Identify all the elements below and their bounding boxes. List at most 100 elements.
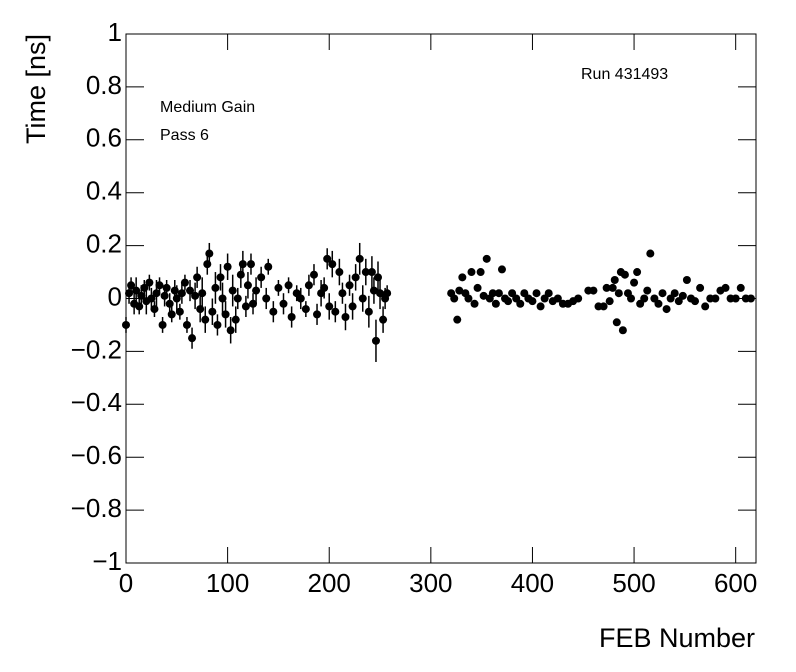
data-point (488, 289, 497, 298)
data-point (196, 305, 205, 314)
x-tick-label: 200 (308, 568, 351, 598)
data-point (177, 289, 186, 298)
data-point (633, 268, 642, 277)
data-point (127, 281, 136, 290)
data-point (599, 302, 608, 311)
data-point (301, 305, 310, 314)
data-point (313, 310, 322, 319)
data-point (544, 289, 553, 298)
y-tick-label: 1 (108, 17, 122, 47)
data-point (175, 307, 184, 316)
data-point (643, 286, 652, 295)
data-point (284, 281, 293, 290)
data-point (198, 289, 207, 298)
data-point (746, 294, 755, 303)
x-tick-label: 400 (511, 568, 554, 598)
data-point (182, 320, 191, 329)
data-point (145, 278, 154, 287)
data-point (497, 265, 506, 274)
data-point (691, 297, 700, 306)
data-point (191, 291, 200, 300)
data-point (491, 299, 500, 308)
data-point (155, 281, 164, 290)
data-point (479, 291, 488, 300)
data-point (383, 289, 392, 298)
data-point (170, 286, 179, 295)
data-point (528, 297, 537, 306)
data-point (654, 299, 663, 308)
data-point (476, 268, 485, 277)
data-point (696, 283, 705, 292)
y-tick-label: −0.2 (71, 334, 122, 364)
data-point (504, 297, 513, 306)
data-point (125, 289, 134, 298)
data-point (369, 286, 378, 295)
data-point (345, 281, 354, 290)
data-point (473, 283, 482, 292)
data-point (221, 310, 230, 319)
data-point (335, 268, 344, 277)
y-tick-label: 0.8 (86, 70, 122, 100)
data-point (274, 283, 283, 292)
data-point (320, 283, 329, 292)
y-tick-label: 0 (108, 281, 122, 311)
data-point (180, 278, 189, 287)
y-tick-label: −0.8 (71, 493, 122, 523)
data-point (331, 307, 340, 316)
data-point (348, 302, 357, 311)
x-tick-label: 0 (119, 568, 133, 598)
data-point (203, 260, 212, 269)
x-tick-label: 300 (409, 568, 452, 598)
data-point (376, 289, 385, 298)
data-point (135, 302, 144, 311)
data-point (287, 313, 296, 322)
data-point (296, 294, 305, 303)
data-point (470, 299, 479, 308)
data-point (736, 283, 745, 292)
data-point (246, 260, 255, 269)
y-tick-label: −0.4 (71, 387, 122, 417)
data-point (355, 254, 364, 263)
data-point (309, 270, 318, 279)
data-point (678, 291, 687, 300)
x-axis-title: FEB Number (599, 623, 755, 653)
data-point (264, 262, 273, 271)
data-point (231, 315, 240, 324)
data-point (279, 299, 288, 308)
data-point (147, 294, 156, 303)
data-point (731, 294, 740, 303)
data-point (646, 249, 655, 258)
y-tick-label: 0.2 (86, 228, 122, 258)
data-point (323, 254, 332, 263)
data-point (193, 273, 202, 282)
data-point (211, 283, 220, 292)
data-point (150, 305, 159, 314)
data-point (458, 273, 467, 282)
x-tick-label: 500 (612, 568, 655, 598)
data-point (233, 294, 242, 303)
data-point (208, 307, 217, 316)
data-point (608, 283, 617, 292)
annotation: Medium Gain (160, 99, 255, 116)
data-point (158, 320, 167, 329)
data-point (172, 294, 181, 303)
data-point (605, 297, 614, 306)
data-point (553, 294, 562, 303)
y-tick-label: −0.6 (71, 440, 122, 470)
data-point (238, 260, 247, 269)
data-point (165, 299, 174, 308)
data-point (374, 273, 382, 282)
data-point (160, 291, 169, 300)
data-point (574, 294, 583, 303)
data-point (328, 260, 337, 269)
data-point (367, 268, 376, 277)
data-point (228, 286, 237, 295)
data-point (620, 270, 629, 279)
data-point (218, 294, 227, 303)
data-point (464, 294, 473, 303)
x-tick-label: 100 (206, 568, 249, 598)
annotation: Pass 6 (160, 127, 209, 144)
data-point (186, 286, 195, 295)
data-point (243, 281, 252, 290)
data-point (252, 286, 261, 295)
